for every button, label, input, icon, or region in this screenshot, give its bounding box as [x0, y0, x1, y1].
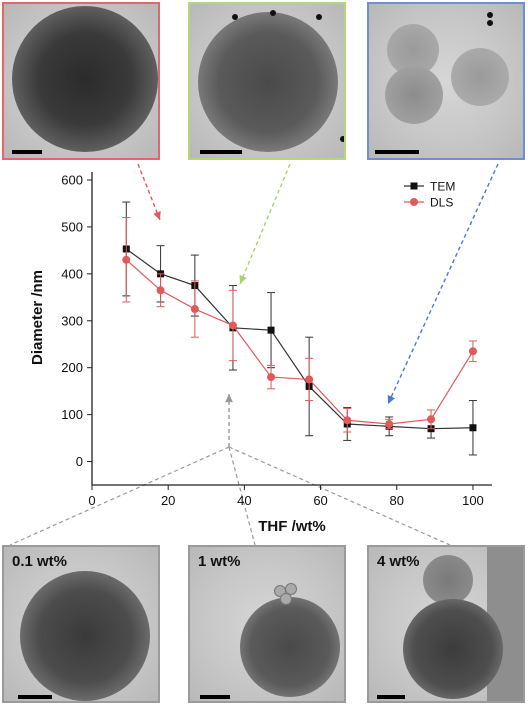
small-particle	[285, 583, 297, 595]
particle	[451, 48, 509, 106]
series-line	[125, 248, 473, 430]
scale-bar	[377, 695, 405, 699]
data-point	[305, 375, 314, 384]
gold-nanoparticle	[487, 20, 493, 26]
gold-nanoparticle	[316, 14, 322, 20]
particle	[403, 599, 503, 699]
x-tick-label: 20	[161, 493, 175, 508]
connector-gray	[9, 446, 230, 546]
scale-bar	[200, 150, 242, 154]
legend-marker	[410, 198, 418, 206]
legend-label: TEM	[430, 180, 455, 194]
concentration-label: 4 wt%	[377, 553, 420, 570]
gold-nanoparticle	[487, 12, 493, 18]
scale-bar	[375, 150, 419, 154]
y-tick-label: 500	[61, 219, 83, 234]
connector-gray	[228, 446, 451, 546]
arrow-red	[137, 163, 161, 221]
tem-image-panel-green	[188, 2, 346, 160]
tem-image-panel-bottom-1: 0.1 wt%	[2, 545, 160, 703]
data-point	[228, 321, 237, 330]
particle	[12, 6, 158, 152]
arrow-green-head	[239, 275, 247, 284]
x-tick-label: 0	[88, 493, 95, 508]
data-point	[267, 326, 275, 334]
small-particle	[280, 593, 292, 605]
legend: TEM DLS	[404, 180, 455, 210]
data-point	[469, 424, 477, 432]
scale-bar	[200, 695, 230, 699]
particle	[198, 12, 338, 152]
gold-nanoparticle	[270, 10, 276, 16]
particle	[385, 66, 443, 124]
y-tick-label: 300	[61, 313, 83, 328]
x-axis-label: THF /wt%	[258, 518, 326, 535]
series-layer	[122, 201, 477, 456]
y-axis-label: Diameter /nm	[29, 270, 46, 365]
arrow-blue-head	[387, 395, 395, 404]
x-tick-label: 80	[390, 493, 404, 508]
concentration-label: 0.1 wt%	[12, 553, 68, 570]
y-tick-label: 0	[76, 454, 83, 469]
tem-image-panel-red	[2, 2, 160, 160]
series-tem	[122, 201, 477, 456]
diameter-chart: 0 20 40 60 80 100 0 100 200 300 400 500 600 Diamete…	[9, 163, 499, 546]
x-tick-label: 40	[237, 493, 251, 508]
gold-nanoparticle	[232, 14, 238, 20]
gold-nanoparticle	[340, 136, 344, 142]
y-tick-label: 400	[61, 266, 83, 281]
data-point	[427, 415, 436, 424]
data-point	[156, 286, 165, 295]
data-point	[267, 373, 276, 382]
x-tick-label: 60	[313, 493, 327, 508]
y-tick-label: 600	[61, 173, 83, 188]
legend-marker	[410, 182, 418, 190]
data-point	[468, 347, 477, 356]
y-tick-label: 100	[61, 407, 83, 422]
legend-label: DLS	[430, 196, 453, 210]
data-point	[343, 416, 352, 425]
series-line	[125, 259, 474, 425]
particle	[20, 571, 150, 701]
tem-image-panel-blue	[367, 2, 525, 160]
annotation-arrows	[9, 163, 499, 546]
data-point	[190, 305, 199, 314]
x-axis-ticks: 0 20 40 60 80 100	[88, 485, 484, 508]
arrow-blue	[387, 163, 499, 405]
arrow-gray-head	[225, 394, 233, 403]
y-axis-ticks: 0 100 200 300 400 500 600	[61, 173, 92, 469]
y-tick-label: 200	[61, 360, 83, 375]
tem-image-panel-bottom-3: 4 wt%	[367, 545, 525, 703]
x-tick-label: 100	[462, 493, 484, 508]
scale-bar	[12, 150, 42, 154]
tem-image-panel-bottom-2: 1 wt%	[188, 545, 346, 703]
data-point	[385, 420, 394, 428]
particle	[240, 597, 340, 697]
arrow-green	[239, 163, 291, 285]
data-point	[122, 255, 131, 264]
scale-bar	[18, 695, 52, 699]
series-dls	[122, 217, 477, 433]
arrow-red-head	[153, 211, 161, 220]
particle	[423, 555, 473, 605]
connector-gray	[228, 446, 256, 546]
concentration-label: 1 wt%	[198, 553, 241, 570]
